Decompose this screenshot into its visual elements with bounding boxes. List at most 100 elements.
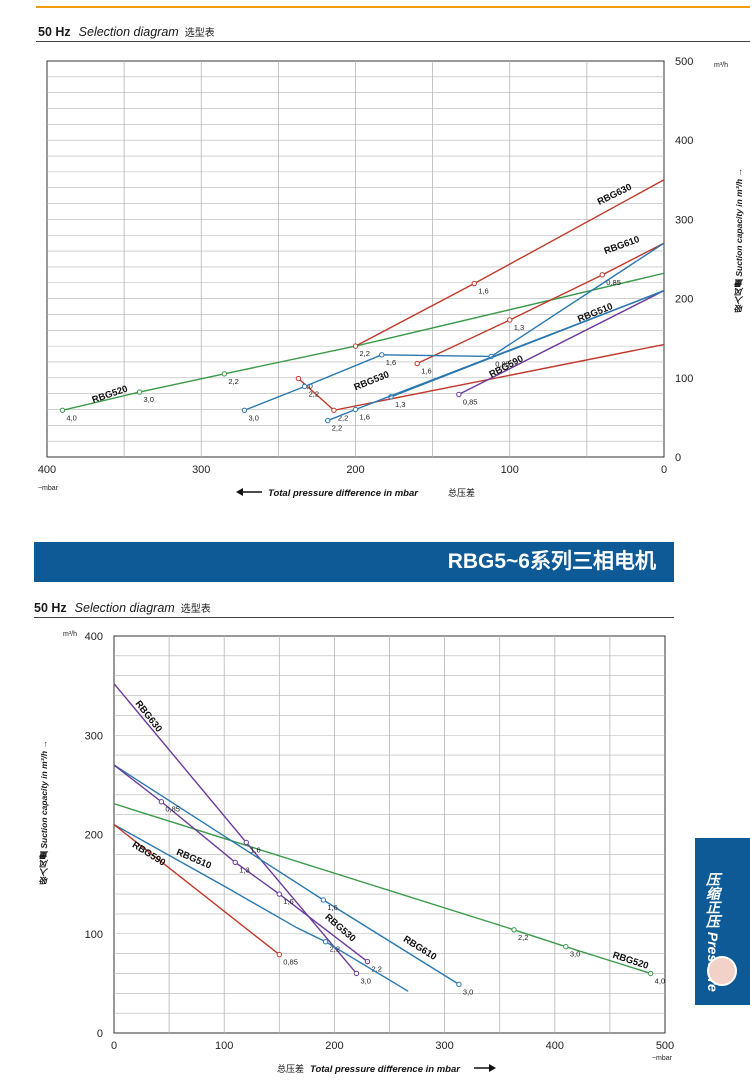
data-label: 3,0 <box>302 382 312 391</box>
data-label: 1,3 <box>239 865 249 874</box>
data-point <box>647 970 654 977</box>
data-point <box>158 799 165 805</box>
chart2-header: 50 Hz Selection diagram 选型表 <box>34 600 211 615</box>
data-point <box>471 280 477 287</box>
data-label: 2,2 <box>309 390 319 399</box>
data-point <box>301 383 308 390</box>
y-tick-label: 400 <box>85 631 103 643</box>
x-axis-label: Total pressure difference in mbar <box>310 1064 461 1075</box>
x-tick-label: 200 <box>346 464 364 476</box>
data-label: 3,0 <box>144 395 154 404</box>
chart1-ylabel: 吸入风量 Suction capacity in m³/h → <box>734 168 744 314</box>
series-line <box>113 823 409 992</box>
chart1-header-rule <box>36 41 750 42</box>
pressure-tab-cn: 压缩正压 <box>705 872 721 928</box>
y-tick-label: 0 <box>675 452 681 464</box>
data-point <box>243 839 249 846</box>
data-label: 0,85 <box>165 805 180 814</box>
data-label: 4,0 <box>655 976 665 985</box>
pressure-tab[interactable]: 压缩正压 Pressure <box>695 838 750 1005</box>
x-arrow-head-icon <box>489 1064 496 1072</box>
chart2-ylabel-cn: 吸入风量 <box>39 851 49 886</box>
data-point <box>456 391 462 398</box>
data-point <box>563 943 569 950</box>
data-point <box>507 317 513 323</box>
data-point <box>59 407 66 413</box>
data-point <box>379 352 385 358</box>
x-tick-label: 0 <box>661 464 667 476</box>
data-label: 0,85 <box>463 397 478 406</box>
data-point <box>276 951 282 958</box>
x-tick-label: 400 <box>546 1040 564 1052</box>
series-line <box>416 242 665 365</box>
data-label: 4,0 <box>66 413 76 422</box>
chart2-ylabel-en: Suction capacity in m³/h <box>39 750 49 849</box>
data-point <box>136 389 143 395</box>
x-tick-label: 200 <box>325 1040 343 1052</box>
y-tick-label: 300 <box>675 214 693 226</box>
pressure-tab-badge-icon <box>707 956 737 986</box>
x-tick-label: 400 <box>38 464 56 476</box>
data-point <box>353 970 360 977</box>
data-label: 1,3 <box>514 323 524 332</box>
data-label: 1,6 <box>386 358 396 367</box>
chart2-header-rule <box>34 617 674 618</box>
data-label: 1,6 <box>478 287 488 296</box>
series-line <box>113 824 280 956</box>
data-point <box>232 859 238 865</box>
data-point <box>221 371 228 377</box>
data-label: 2,2 <box>330 945 340 954</box>
data-label: 3,0 <box>570 950 580 959</box>
chart1-ylabel-en: Suction capacity in m³/h <box>734 178 744 277</box>
chart2-title: Selection diagram <box>74 601 175 615</box>
x-arrow-head-icon <box>236 488 243 496</box>
data-point <box>511 927 517 933</box>
chart2-title-cn: 选型表 <box>180 604 211 615</box>
data-point <box>456 981 462 988</box>
data-label: 3,0 <box>360 976 370 985</box>
accent-rule <box>36 6 750 8</box>
chart1-header: 50 Hz Selection diagram 选型表 <box>38 24 215 39</box>
y-tick-label: 0 <box>97 1028 103 1040</box>
series-line <box>113 803 651 975</box>
data-label: 3,0 <box>463 987 473 996</box>
y-tick-label: 400 <box>675 135 693 147</box>
data-label: 1,6 <box>250 845 260 854</box>
y-tick-label: 100 <box>85 929 103 941</box>
data-label: 0,85 <box>283 958 298 967</box>
x-unit: ~mbar <box>652 1055 673 1062</box>
x-axis-label: Total pressure difference in mbar <box>268 488 419 499</box>
chart2-svg: 0 100 200 300 400 500 0 100 200 300 400 m³/h ~mbar 2,… <box>63 631 674 1075</box>
series-banner: RBG5~6系列三相电机 <box>34 542 674 582</box>
data-point <box>276 891 282 897</box>
y-tick-label: 500 <box>675 56 693 68</box>
x-tick-label: 500 <box>656 1040 674 1052</box>
series-line <box>458 290 665 396</box>
data-label: 2,2 <box>338 413 348 422</box>
data-label: 2,2 <box>228 377 238 386</box>
y-unit: m³/h <box>63 631 77 638</box>
chart1-hz: 50 Hz <box>38 25 71 39</box>
data-point <box>241 407 248 413</box>
x-axis-label-cn: 总压差 <box>277 1063 304 1074</box>
chart2-ylabel: 吸入风量 Suction capacity in m³/h → <box>39 740 49 886</box>
x-tick-label: 0 <box>111 1040 117 1052</box>
y-unit: m³/h <box>714 62 728 69</box>
data-point <box>352 406 359 413</box>
data-label: 1,6 <box>327 903 337 912</box>
data-label: 0,85 <box>495 359 510 368</box>
chart1-svg: 400 300 200 100 00 100 200 300 400 500 m³/h ~mbar 4,… <box>38 56 728 499</box>
chart1-title-cn: 选型表 <box>184 28 215 39</box>
y-tick-label: 200 <box>85 830 103 842</box>
data-label: 3,0 <box>248 413 258 422</box>
data-label: 1,6 <box>360 412 370 421</box>
y-tick-label: 200 <box>675 294 693 306</box>
data-label: 2,2 <box>371 965 381 974</box>
x-tick-label: 100 <box>501 464 519 476</box>
data-label: 2,2 <box>360 349 370 358</box>
data-point <box>320 897 327 903</box>
data-label: 1,6 <box>421 367 431 376</box>
data-point <box>322 938 329 945</box>
data-point <box>364 958 371 965</box>
data-label: 2,2 <box>518 933 528 942</box>
